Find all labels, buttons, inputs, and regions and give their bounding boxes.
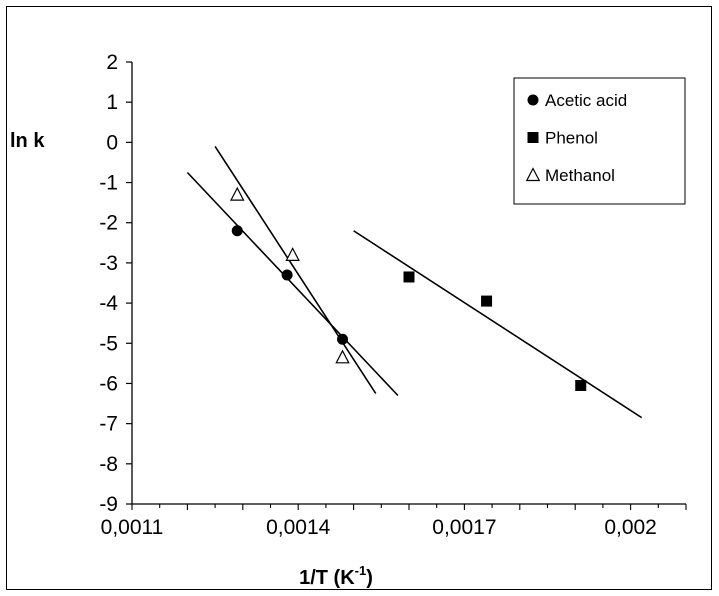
- y-tick-label: -6: [99, 372, 118, 395]
- y-tick-label: -4: [99, 292, 118, 315]
- y-tick-label: 2: [106, 51, 118, 74]
- legend-label: Phenol: [545, 129, 598, 148]
- data-point-triangle-open: [285, 247, 300, 261]
- chart-frame: 2 1 0 -1 -2 -3 -4 -5 -6 -7 -8 -9 0,0011 0,0014 0,0017 0…: [6, 6, 712, 590]
- y-tick-label: -3: [99, 252, 118, 275]
- x-axis-title-end: ): [366, 567, 373, 589]
- data-points: [230, 186, 587, 391]
- legend-box: [513, 77, 686, 205]
- trendlines: [186, 145, 643, 419]
- data-point-circle: [337, 333, 349, 345]
- y-tick-label: 1: [106, 91, 118, 114]
- chart-svg: 2 1 0 -1 -2 -3 -4 -5 -6 -7 -8 -90,0011 0,0014 0,0017 0…: [10, 51, 687, 589]
- legend-marker-triangle-open: [525, 167, 541, 182]
- y-tick-label: -2: [99, 212, 118, 235]
- x-tick-label: 0,0017: [432, 516, 496, 539]
- data-point-triangle-open: [230, 186, 245, 201]
- y-axis-title: ln k: [10, 130, 45, 152]
- data-point-circle: [281, 269, 293, 281]
- trendline-circle: [186, 171, 399, 397]
- data-point-square: [403, 271, 415, 283]
- data-point-triangle-open: [335, 349, 350, 364]
- trendline-triangle-open: [214, 145, 377, 394]
- y-tick-label: -9: [99, 493, 118, 516]
- y-tick-label: -8: [99, 453, 118, 476]
- x-axis-title-main: 1/T (K: [299, 567, 355, 589]
- x-axis-title-sup: -1: [355, 563, 367, 578]
- x-tick-label: 0,002: [604, 516, 657, 539]
- data-point-circle: [231, 225, 243, 237]
- x-axis-title: 1/T (K-1): [299, 563, 373, 589]
- legend-label: Methanol: [545, 166, 615, 185]
- y-tick-label: -7: [99, 413, 118, 436]
- data-point-square: [481, 295, 493, 307]
- y-tick-label: -1: [99, 172, 118, 195]
- trendline-square: [353, 230, 643, 419]
- legend-marker-circle: [527, 94, 539, 106]
- legend-marker-square: [527, 132, 539, 143]
- x-tick-label: 0,0014: [266, 516, 331, 539]
- legend-label: Acetic acid: [545, 91, 627, 110]
- data-point-square: [575, 379, 587, 391]
- y-tick-label: 0: [106, 131, 118, 154]
- legend: Acetic acid Phenol Methanol: [513, 77, 686, 205]
- x-tick-label: 0,0011: [101, 516, 164, 539]
- y-tick-label: -5: [99, 332, 118, 355]
- ticks: 2 1 0 -1 -2 -3 -4 -5 -6 -7 -8 -90,0011 0,0014 0,0017 0…: [99, 51, 687, 539]
